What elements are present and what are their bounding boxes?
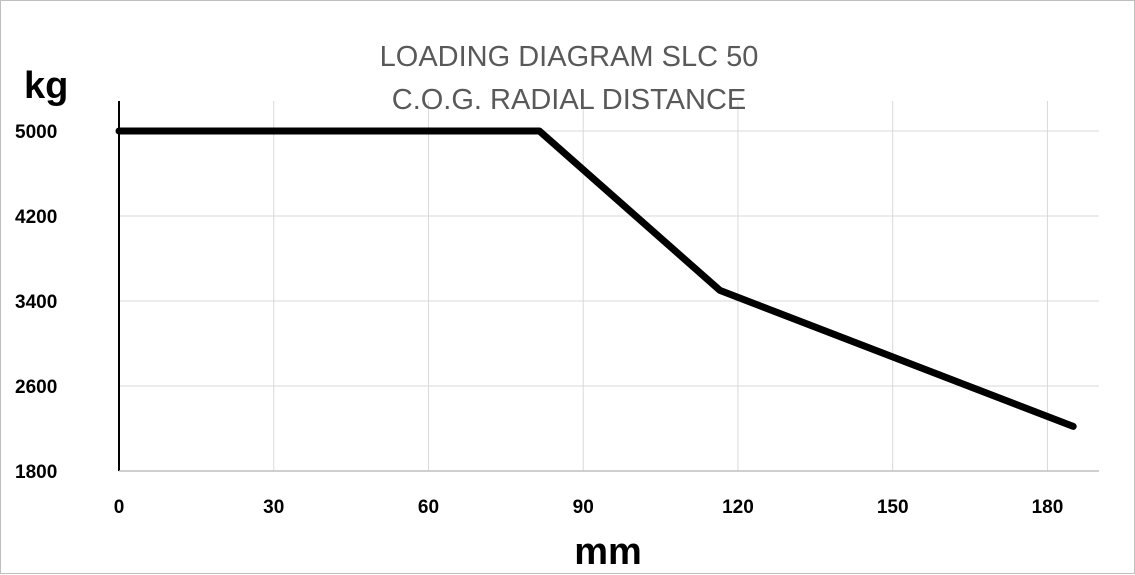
tick-labels: 1800 2600 3400 4200 5000 0 30 60 90 120 150 180 (15, 122, 1063, 518)
x-tick-label: 150 (877, 497, 909, 518)
gridlines (119, 101, 1099, 471)
axes (118, 101, 1099, 472)
y-tick-label: 5000 (15, 122, 57, 143)
x-tick-label: 120 (722, 497, 754, 518)
series (115, 127, 1077, 430)
series-line (115, 127, 1077, 430)
y-tick-label: 3400 (15, 292, 57, 313)
x-tick-label: 180 (1032, 497, 1064, 518)
x-tick-label: 90 (573, 497, 594, 518)
x-axis-label: mm (574, 531, 642, 573)
x-tick-label: 60 (418, 497, 439, 518)
x-tick-label: 0 (114, 497, 125, 518)
y-tick-label: 4200 (15, 207, 57, 228)
y-tick-label: 1800 (15, 462, 57, 483)
chart-title: LOADING DIAGRAM SLC 50 (380, 41, 759, 73)
y-axis-label: kg (24, 65, 68, 107)
y-tick-label: 2600 (15, 377, 57, 398)
chart-subtitle: C.O.G. RADIAL DISTANCE (392, 84, 747, 116)
x-tick-label: 30 (263, 497, 284, 518)
